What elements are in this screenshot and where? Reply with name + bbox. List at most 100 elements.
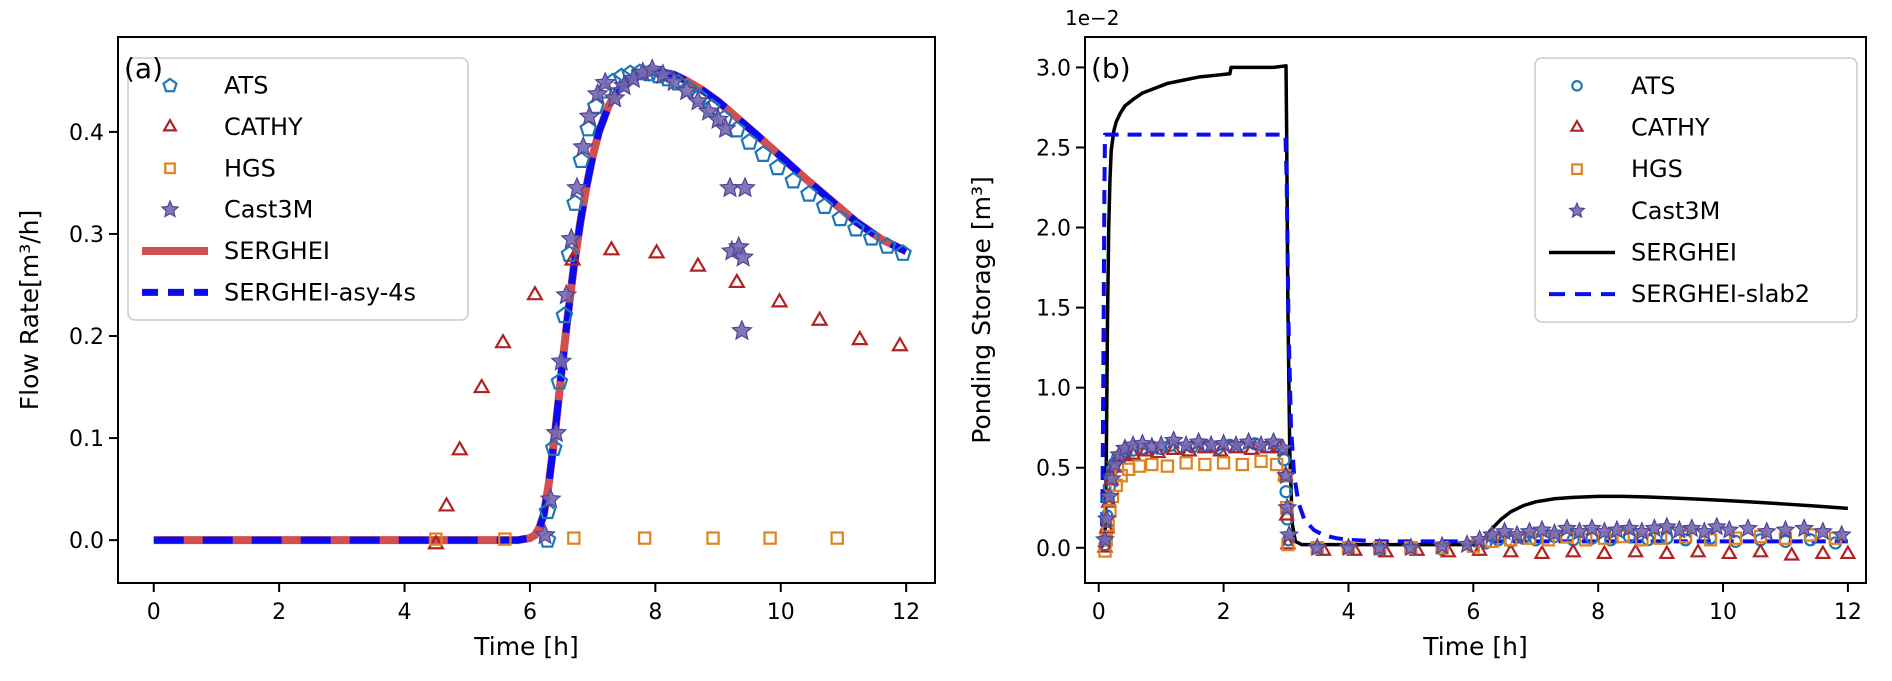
triangle-marker (647, 243, 666, 259)
star-marker (1369, 537, 1390, 557)
star-marker (1694, 521, 1715, 541)
legend-entry-SERGHEI: SERGHEI (142, 237, 330, 265)
legend-label: SERGHEI (1631, 239, 1737, 267)
y-tick-label: 0.0 (69, 529, 104, 554)
star-marker (687, 89, 709, 111)
star-marker (1094, 529, 1115, 549)
triangle-marker (1720, 544, 1738, 560)
star-marker (1812, 521, 1833, 541)
triangle-marker (1279, 534, 1297, 550)
pentagon-marker (555, 306, 574, 324)
series-line-SERGHEI-asy-4s (153, 68, 908, 544)
star-marker (1307, 537, 1328, 557)
star-marker (578, 105, 601, 126)
plot-area (153, 58, 912, 550)
axes-spines (1084, 36, 1867, 584)
pentagon-marker (815, 197, 834, 214)
star-marker (1794, 518, 1815, 538)
triangle-marker (1658, 544, 1676, 560)
square-marker (1803, 528, 1818, 542)
triangle-marker (1596, 544, 1613, 560)
x-tick-label: 6 (523, 600, 537, 625)
legend-label: SERGHEI-slab2 (1631, 280, 1810, 308)
pentagon-marker (754, 145, 773, 162)
square-marker (164, 162, 176, 175)
square-marker (1703, 533, 1718, 547)
square-marker (1254, 454, 1268, 469)
star-marker (1279, 524, 1300, 544)
x-tick-label: 12 (1834, 600, 1862, 625)
legend-label: Cast3M (224, 196, 313, 224)
triangle-marker (1471, 541, 1488, 556)
triangle-marker (728, 272, 746, 289)
y-tick-label: 1.0 (1036, 377, 1071, 402)
pentagon-marker (162, 77, 178, 93)
star-marker (566, 176, 588, 198)
star-marker (1104, 453, 1125, 474)
star-marker (603, 86, 626, 108)
panel-label: (a) (124, 52, 163, 85)
star-marker (550, 350, 573, 371)
pentagon-marker (560, 245, 579, 262)
star-marker (586, 82, 609, 104)
series-line-SERGHEI (1097, 64, 1849, 550)
pentagon-marker (878, 236, 897, 254)
triangle-marker (850, 329, 869, 346)
legend-entry-CATHY: CATHY (162, 113, 303, 141)
square-marker (1216, 456, 1231, 470)
legend-label: ATS (1631, 72, 1675, 100)
circle-marker (1279, 485, 1293, 499)
star-marker (1681, 518, 1702, 538)
star-marker (1400, 537, 1421, 557)
star-marker (1719, 519, 1740, 539)
x-tick-label: 4 (398, 600, 412, 625)
triangle-marker (891, 336, 909, 352)
pentagon-marker (768, 158, 787, 176)
star-marker (1556, 518, 1577, 538)
pentagon-marker (847, 219, 865, 237)
y-axis-label: Flow Rate[m³/h] (15, 210, 44, 411)
star-marker (539, 487, 562, 509)
star-marker (555, 283, 578, 305)
circle-marker (1571, 80, 1583, 92)
pentagon-marker (862, 228, 881, 246)
star-marker (1619, 518, 1640, 538)
square-marker (1235, 457, 1250, 472)
pentagon-marker (894, 244, 912, 261)
y-tick-label: 3.0 (1036, 56, 1071, 81)
star-marker (1151, 434, 1172, 454)
triangle-marker (427, 534, 445, 550)
star-marker (1432, 535, 1453, 555)
series-scatter-HGS (429, 531, 844, 546)
triangle-marker (437, 496, 456, 512)
triangle-marker (1212, 441, 1229, 457)
star-marker (1568, 201, 1586, 219)
axis-offset-text: 1e−2 (1065, 6, 1120, 30)
square-marker (1160, 459, 1175, 473)
square-marker (637, 531, 652, 545)
legend-box (1534, 57, 1858, 323)
square-marker (1132, 459, 1147, 473)
triangle-marker (450, 440, 469, 456)
star-marker (1494, 521, 1515, 541)
pentagon-marker (550, 372, 569, 390)
legend-entry-HGS: HGS (164, 154, 276, 182)
star-marker (1272, 437, 1293, 458)
star-marker (730, 319, 753, 341)
axis-ticks: 0 2 4 6 8 10 12 0.0 0.1 0.2 0.3 0.4 (69, 121, 920, 625)
triangle-marker (1165, 440, 1183, 455)
star-marker (560, 227, 583, 249)
pentagon-marker (579, 119, 598, 137)
pentagon-marker (544, 438, 563, 456)
legend: ATS CATHY HGS Cast3M SERGHEI SERGHEI-asy-4s (127, 57, 469, 321)
star-marker (1099, 486, 1120, 506)
star-marker (594, 71, 617, 93)
triangle-marker (1839, 544, 1857, 560)
square-marker (1269, 457, 1284, 472)
star-marker (545, 421, 568, 443)
panel-b-chart: 0 2 4 6 8 10 12 0.0 0.5 1.0 1.5 2.0 2.5 3.0 Time [h] Po… (946, 0, 1892, 681)
star-marker (1457, 534, 1478, 554)
star-marker (707, 108, 730, 129)
series-scatter-ATS (538, 63, 912, 548)
star-marker (160, 199, 180, 218)
